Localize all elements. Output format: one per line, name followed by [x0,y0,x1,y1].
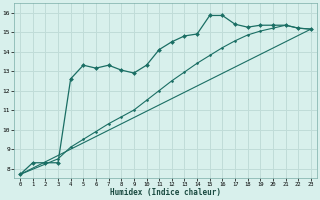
X-axis label: Humidex (Indice chaleur): Humidex (Indice chaleur) [110,188,221,197]
